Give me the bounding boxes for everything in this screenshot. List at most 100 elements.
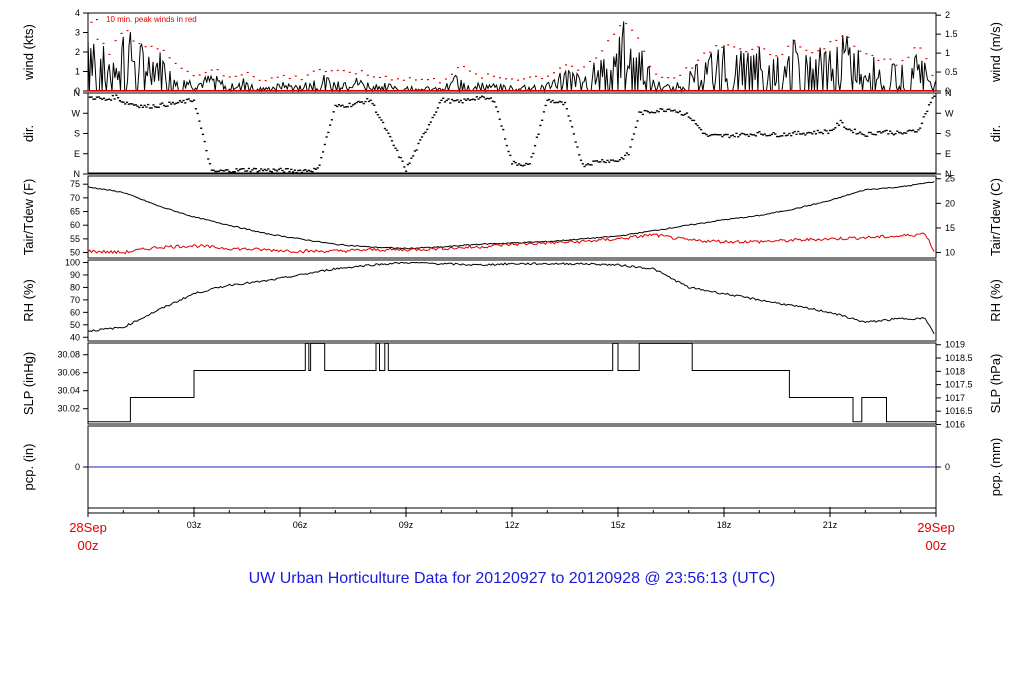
dir-point: [341, 104, 344, 107]
peak-wind-point: [655, 73, 658, 75]
dir-point: [180, 101, 183, 103]
dir-point: [470, 98, 473, 101]
dir-point: [166, 105, 169, 107]
peak-wind-point: [486, 73, 489, 75]
dir-point: [495, 106, 498, 108]
dir-point: [569, 120, 572, 122]
dir-point: [374, 111, 378, 113]
peak-wind-point: [162, 49, 165, 51]
dir-point: [97, 96, 100, 98]
dir-point: [760, 133, 763, 135]
dir-point: [249, 170, 252, 173]
dir-point: [120, 101, 123, 103]
dir-point: [705, 133, 708, 136]
peak-wind-point: [847, 36, 850, 39]
dir-point: [615, 160, 618, 162]
dir-point: [302, 169, 305, 172]
dir-point: [366, 98, 369, 100]
dir-point: [263, 168, 266, 171]
peak-wind-point: [498, 77, 501, 79]
dir-point: [159, 103, 162, 105]
dir-point: [664, 110, 667, 113]
dir-point: [811, 133, 814, 135]
dir-point: [758, 131, 761, 133]
dir-point: [155, 106, 159, 108]
dir-point: [715, 133, 719, 136]
dir-point: [544, 104, 547, 107]
dir-point: [601, 159, 604, 161]
peak-wind-point: [763, 48, 766, 50]
panel-frame-rh: [87, 259, 937, 342]
dir-point: [512, 160, 515, 163]
x-tick-label: 06z: [293, 520, 308, 530]
peak-wind-point: [757, 46, 760, 48]
peak-wind-point: [607, 40, 610, 42]
dir-point: [115, 94, 118, 96]
peak-wind-point: [360, 70, 363, 72]
dir-point: [313, 167, 316, 170]
dir-point: [92, 98, 95, 100]
peak-wind-point: [444, 78, 447, 80]
dir-point: [677, 111, 680, 114]
dir-point: [744, 133, 747, 136]
peak-wind-point: [474, 73, 477, 75]
dir-point: [553, 101, 556, 104]
ytick-right-label: 1016: [945, 419, 965, 429]
peak-wind-point: [619, 25, 622, 27]
dir-point: [873, 133, 876, 136]
dir-point: [827, 132, 830, 135]
dir-point: [306, 170, 309, 172]
peak-wind-point: [246, 71, 249, 74]
dir-point: [565, 108, 568, 110]
peak-wind-point: [901, 59, 904, 62]
dir-point: [648, 112, 651, 114]
ytick-right-label: 1.5: [945, 29, 958, 39]
dir-point: [507, 150, 510, 153]
ylabel-rh: RH (%): [21, 279, 36, 322]
dir-point: [678, 110, 682, 113]
dir-point: [657, 111, 660, 113]
dir-point: [731, 134, 735, 136]
dir-point: [783, 132, 786, 134]
dir-point: [857, 132, 860, 135]
peak-wind-point: [468, 70, 471, 72]
peak-wind-point: [138, 43, 141, 45]
dir-point: [853, 128, 856, 131]
dir-point: [606, 159, 609, 162]
dir-point: [882, 131, 885, 133]
dir-point: [542, 111, 545, 113]
ytick-label: 0: [75, 86, 80, 96]
dir-point: [427, 123, 431, 126]
dir-point: [703, 132, 706, 135]
dir-point: [572, 133, 576, 135]
panel-rh: RH (%) RH (%) 40 50 60 70 80 90 100: [21, 257, 1003, 342]
dir-point: [832, 128, 835, 130]
dir-point: [242, 168, 245, 170]
peak-wind-point: [553, 72, 556, 74]
dir-point: [299, 169, 302, 171]
dir-point: [369, 99, 372, 101]
peak-wind-point: [877, 59, 880, 61]
dir-point: [866, 135, 869, 137]
dir-point: [829, 129, 832, 132]
dir-point: [668, 108, 671, 110]
peak-wind-point: [282, 74, 285, 77]
ylabel-right-slp: SLP (hPa): [988, 354, 1003, 414]
dir-point: [685, 112, 689, 114]
peak-wind-point: [504, 78, 507, 80]
dir-point: [777, 135, 780, 138]
dir-point: [413, 150, 417, 152]
dir-point: [452, 100, 455, 102]
dir-point: [772, 131, 775, 134]
ytick-label: 65: [70, 207, 80, 217]
dir-point: [138, 106, 141, 109]
dir-point: [357, 100, 360, 103]
dir-point: [463, 98, 466, 100]
dir-point: [253, 167, 256, 170]
dir-point: [353, 103, 356, 105]
dir-point: [364, 100, 367, 103]
ytick-right-label: 25: [945, 174, 955, 184]
dir-point: [265, 169, 268, 172]
dir-point: [518, 163, 521, 165]
dir-point: [662, 110, 666, 112]
